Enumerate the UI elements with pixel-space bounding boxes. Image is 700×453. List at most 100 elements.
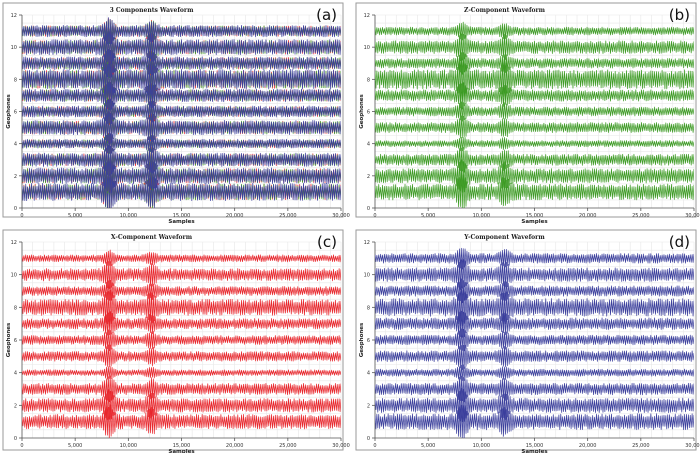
- y-tick-label: 12: [364, 240, 370, 246]
- y-axis-label: Geophones: [359, 93, 365, 128]
- waveform-trace: [22, 311, 341, 336]
- x-tick-label: 15,000: [526, 443, 544, 449]
- y-axis-label: Geophones: [359, 322, 365, 357]
- x-tick-label: 20,000: [579, 443, 597, 449]
- panel-label: (d): [669, 233, 690, 251]
- x-tick-label: 25,000: [279, 443, 297, 449]
- waveform-trace: [22, 389, 341, 421]
- x-tick-label: 5,000: [68, 443, 82, 449]
- waveform-trace: [375, 147, 694, 173]
- x-tick-label: 15,000: [526, 213, 544, 219]
- y-tick-label: 10: [364, 273, 370, 279]
- waveform-trace: [375, 52, 694, 75]
- chart-panel: 0 5,000 10,000 15,000 20,000 25,000 30,000 0 2 4 6…: [2, 2, 350, 225]
- panel-label: (b): [669, 6, 690, 24]
- waveform-trace: [22, 17, 341, 45]
- chart-panel: 0 5,000 10,000 15,000 20,000 25,000 30,000 0 2 4 6…: [355, 2, 700, 225]
- x-tick-label: 0: [373, 443, 376, 449]
- x-tick-label: 25,000: [632, 213, 650, 219]
- waveform-trace: [22, 133, 341, 154]
- waveform-trace: [22, 82, 341, 110]
- x-tick-label: 25,000: [279, 213, 297, 219]
- x-tick-label: 15,000: [173, 213, 191, 219]
- waveform-trace: [22, 375, 341, 403]
- y-tick-label: 4: [367, 371, 370, 377]
- x-axis-label: Samples: [521, 219, 548, 225]
- waveform-trace: [22, 171, 341, 208]
- traces: [22, 249, 341, 438]
- x-tick-label: 15,000: [173, 443, 191, 449]
- waveform-trace: [375, 159, 694, 193]
- waveform-trace: [22, 111, 341, 145]
- waveform-trace: [375, 172, 694, 208]
- x-tick-label: 20,000: [226, 213, 244, 219]
- waveform-trace: [375, 278, 694, 304]
- x-tick-label: 0: [20, 213, 23, 219]
- x-tick-label: 5,000: [421, 213, 435, 219]
- y-tick-label: 6: [367, 338, 370, 344]
- chart-title: Z-Component Waveform: [464, 7, 546, 14]
- waveform-trace: [22, 366, 341, 380]
- x-axis-label: Samples: [168, 219, 195, 225]
- waveform-trace: [375, 310, 694, 338]
- chart-title: X-Component Waveform: [111, 234, 193, 241]
- waveform-trace: [22, 98, 341, 124]
- x-tick-label: 20,000: [579, 213, 597, 219]
- waveform-trace: [375, 404, 694, 438]
- y-tick-label: 6: [14, 338, 17, 344]
- x-tick-label: 5,000: [68, 213, 82, 219]
- waveform-trace: [375, 387, 694, 423]
- x-tick-label: 10,000: [473, 213, 491, 219]
- x-axis-label: Samples: [168, 449, 195, 453]
- x-tick-label: 30,000: [685, 443, 700, 449]
- waveform-trace: [375, 101, 694, 122]
- y-tick-label: 4: [14, 371, 17, 377]
- y-tick-label: 2: [14, 174, 17, 180]
- waveform-trace: [22, 56, 341, 104]
- y-tick-label: 4: [367, 142, 370, 148]
- waveform-trace: [375, 328, 694, 352]
- waveform-trace: [22, 29, 341, 66]
- waveform-trace: [22, 329, 341, 352]
- waveform-trace: [22, 280, 341, 301]
- waveform-trace: [22, 249, 341, 267]
- y-tick-label: 6: [367, 110, 370, 116]
- waveform-trace: [375, 287, 694, 327]
- traces: [375, 21, 694, 208]
- waveform-trace: [375, 247, 694, 270]
- y-tick-label: 8: [14, 77, 17, 83]
- y-tick-label: 8: [367, 77, 370, 83]
- x-tick-label: 10,000: [120, 443, 138, 449]
- y-tick-label: 0: [14, 436, 17, 442]
- x-tick-label: 0: [373, 213, 376, 219]
- waveform-trace: [375, 375, 694, 403]
- x-tick-label: 10,000: [473, 443, 491, 449]
- waveform-trace: [22, 289, 341, 327]
- waveform-trace: [22, 49, 341, 78]
- waveform-trace: [22, 404, 341, 438]
- y-tick-label: 0: [367, 436, 370, 442]
- x-tick-label: 25,000: [632, 443, 650, 449]
- waveform-trace: [375, 364, 694, 381]
- y-tick-label: 6: [14, 110, 17, 116]
- y-tick-label: 10: [11, 45, 17, 51]
- y-axis-label: Geophones: [6, 93, 12, 128]
- waveform-trace: [22, 261, 341, 289]
- waveform-trace: [22, 157, 341, 194]
- waveform-trace: [22, 344, 341, 368]
- y-tick-label: 8: [367, 305, 370, 311]
- waveform-trace: [375, 33, 694, 62]
- waveform-trace: [22, 145, 341, 176]
- x-axis-label: Samples: [521, 449, 548, 453]
- panel-label: (a): [316, 6, 337, 24]
- waveform-trace: [375, 115, 694, 139]
- waveform-trace: [375, 259, 694, 290]
- y-tick-label: 10: [11, 273, 17, 279]
- traces: [22, 17, 341, 208]
- chart-title: Y-Component Waveform: [463, 234, 545, 241]
- x-tick-label: 30,000: [332, 213, 350, 219]
- y-tick-label: 12: [11, 240, 17, 246]
- y-tick-label: 0: [14, 206, 17, 212]
- chart-title: 3 Components Waveform: [110, 7, 195, 14]
- y-tick-label: 12: [364, 13, 370, 19]
